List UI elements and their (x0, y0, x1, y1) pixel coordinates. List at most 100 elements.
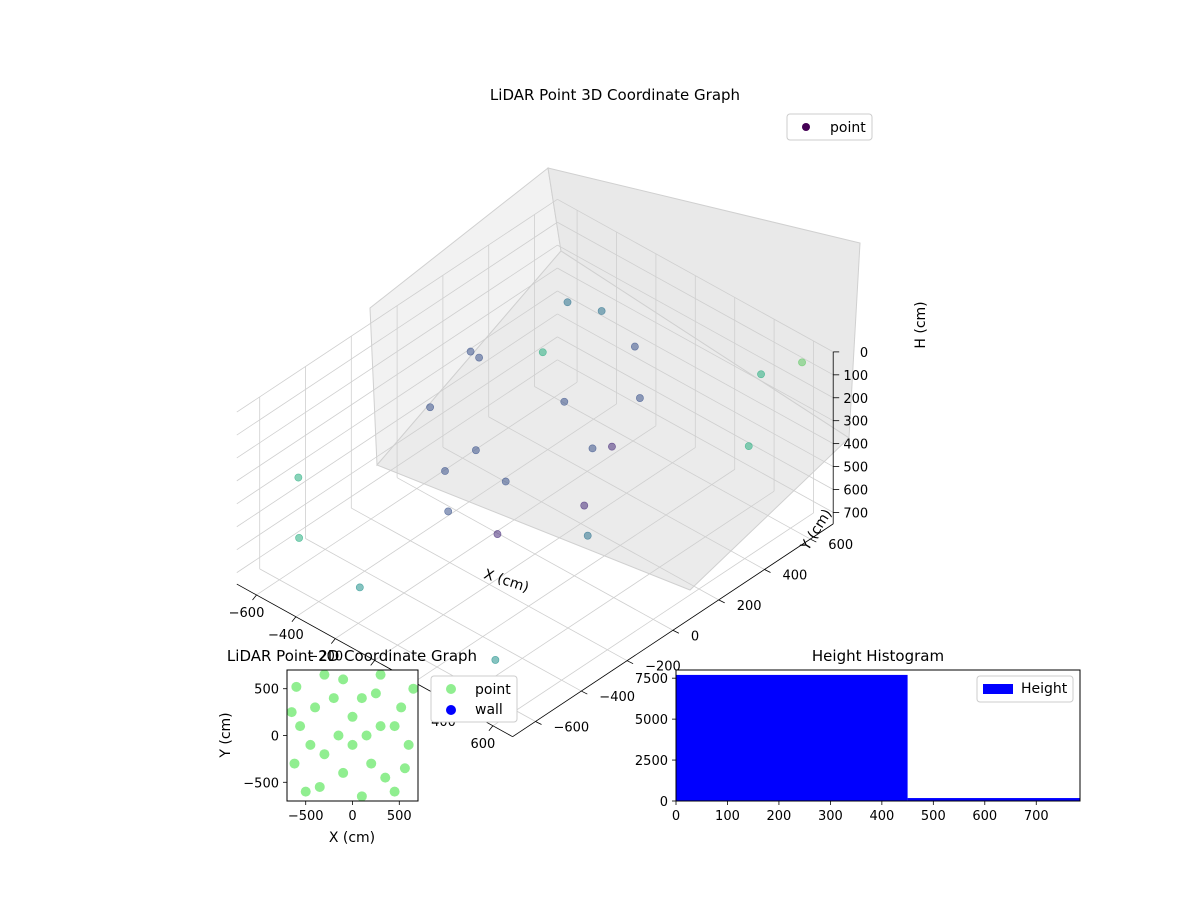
point-2d (366, 758, 377, 769)
x-tick-label: 600 (470, 737, 495, 752)
histogram-title: Height Histogram (812, 647, 944, 665)
gridline (557, 313, 834, 467)
x-tick-label: −200 (307, 650, 343, 665)
point-2d (389, 721, 400, 732)
point-2d (291, 681, 302, 692)
y-tick-label: 7500 (635, 672, 668, 687)
gridline (236, 313, 558, 528)
histogram-legend[interactable]: Height (976, 675, 1074, 703)
point-2d (408, 683, 418, 694)
histogram-bars (676, 674, 1080, 801)
z-tick-label: 400 (843, 438, 868, 453)
point-2d (380, 772, 391, 783)
point-3d (630, 342, 639, 351)
x-tick-label: 0 (672, 809, 680, 824)
gridline (488, 416, 765, 570)
y-tick-label: −500 (243, 776, 279, 791)
point-3d (426, 403, 434, 412)
2d-points (287, 670, 418, 801)
x-tick-label: 500 (387, 809, 412, 824)
gridline (557, 244, 834, 399)
y-tick-label: 5000 (635, 713, 668, 728)
point-3d (441, 467, 449, 475)
3d-gridlines (236, 198, 834, 727)
point-2d (314, 781, 325, 792)
point-3d (471, 446, 480, 455)
gridline (236, 336, 558, 551)
point-3d (608, 442, 616, 451)
gridline (557, 221, 834, 376)
y-tick-label: −200 (645, 660, 681, 675)
point-3d (597, 307, 606, 315)
point-3d (444, 507, 453, 516)
point-2d (347, 739, 358, 750)
gridline (236, 198, 558, 413)
point-2d (396, 702, 407, 713)
chart-2d-title: LiDAR Point 2D Coordinate Graph (227, 647, 477, 665)
z-tick-label: 0 (860, 346, 868, 361)
y-tick (535, 721, 542, 725)
x-tick (488, 725, 494, 732)
x-tick-label: 500 (921, 809, 946, 824)
3d-x-axis-label: X (cm) (482, 566, 531, 596)
3d-legend[interactable]: point (786, 113, 873, 141)
gridline (305, 538, 582, 692)
point-3d (588, 444, 597, 453)
y-tick-label: −600 (554, 720, 590, 735)
point-3d (491, 656, 500, 664)
point-3d (294, 473, 303, 482)
gridline (557, 198, 834, 353)
point-2d (375, 721, 386, 732)
chart-3d: LiDAR Point 3D Coordinate Graph −600−400… (229, 86, 929, 752)
x-tick (252, 594, 257, 601)
x-tick (291, 616, 297, 623)
gridline (557, 336, 834, 490)
point-2d (338, 674, 349, 685)
point-3d (563, 298, 572, 307)
point-2d (356, 693, 367, 704)
2d-y-axis-label: Y (cm) (218, 712, 234, 758)
chart-2d: LiDAR Point 2D Coordinate Graph −500 0 500… (218, 647, 518, 846)
x-tick (330, 638, 336, 644)
gridline (442, 446, 719, 601)
y-tick-label: 200 (737, 599, 762, 614)
gridline (557, 290, 834, 444)
point-3d (560, 397, 569, 406)
point-3d (580, 501, 589, 510)
x-tick-label: 600 (972, 809, 997, 824)
point-3d (501, 477, 510, 486)
point-2d (295, 721, 306, 732)
gridline (236, 290, 558, 505)
2d-legend[interactable]: point wall (430, 675, 518, 723)
point-3d (636, 394, 644, 402)
z-tick-label: 100 (843, 369, 868, 384)
gridline (236, 267, 558, 482)
point-2d (333, 730, 344, 741)
point-3d (538, 348, 547, 357)
3d-legend-label-point: point (830, 120, 866, 136)
z-tick-label: 200 (843, 392, 868, 407)
x-tick-label: −600 (229, 606, 265, 621)
x-tick-label: 300 (818, 809, 843, 824)
chart-3d-title: LiDAR Point 3D Coordinate Graph (490, 86, 740, 104)
point-2d (287, 707, 297, 718)
z-tick-label: 300 (843, 415, 868, 430)
point-2d (319, 670, 330, 680)
x-tick-label: −400 (268, 628, 304, 643)
point-3d (493, 530, 502, 538)
point-2d (356, 791, 367, 801)
z-tick-label: 500 (843, 461, 868, 476)
point-2d (403, 739, 414, 750)
point-3d (466, 347, 475, 356)
x-tick (370, 660, 376, 666)
y-tick (764, 569, 771, 573)
x-tick-label: 100 (715, 809, 740, 824)
z-tick-label: 700 (843, 506, 868, 521)
point-2d (300, 786, 311, 797)
point-2d (389, 786, 400, 797)
point-2d (328, 693, 339, 704)
point-2d (361, 730, 372, 741)
y-tick-label: 0 (660, 795, 668, 810)
gridline (236, 221, 558, 436)
